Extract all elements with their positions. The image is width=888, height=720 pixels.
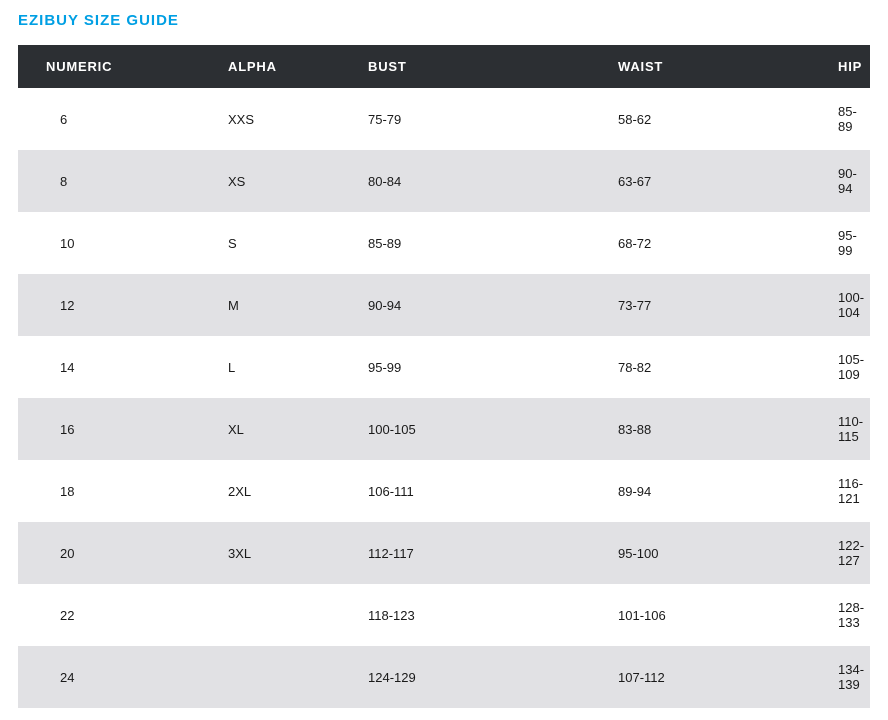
cell-waist: 107-112 bbox=[598, 646, 818, 708]
cell-waist: 101-106 bbox=[598, 584, 818, 646]
cell-hip: 100-104 bbox=[818, 274, 870, 336]
cell-alpha bbox=[208, 584, 348, 646]
cell-waist: 58-62 bbox=[598, 88, 818, 150]
cell-bust: 112-117 bbox=[348, 522, 598, 584]
cell-hip: 90-94 bbox=[818, 150, 870, 212]
cell-waist: 73-77 bbox=[598, 274, 818, 336]
cell-alpha: 3XL bbox=[208, 522, 348, 584]
col-header-bust: BUST bbox=[348, 45, 598, 88]
cell-alpha: S bbox=[208, 212, 348, 274]
cell-alpha: L bbox=[208, 336, 348, 398]
table-row: 6 XXS 75-79 58-62 85-89 bbox=[18, 88, 870, 150]
cell-waist: 68-72 bbox=[598, 212, 818, 274]
cell-bust: 95-99 bbox=[348, 336, 598, 398]
cell-bust: 118-123 bbox=[348, 584, 598, 646]
cell-waist: 63-67 bbox=[598, 150, 818, 212]
col-header-numeric: NUMERIC bbox=[18, 45, 208, 88]
cell-bust: 85-89 bbox=[348, 212, 598, 274]
cell-numeric: 20 bbox=[18, 522, 208, 584]
table-header-row: NUMERIC ALPHA BUST WAIST HIP bbox=[18, 45, 870, 88]
cell-bust: 90-94 bbox=[348, 274, 598, 336]
cell-numeric: 14 bbox=[18, 336, 208, 398]
cell-numeric: 8 bbox=[18, 150, 208, 212]
table-row: 22 118-123 101-106 128-133 bbox=[18, 584, 870, 646]
cell-numeric: 18 bbox=[18, 460, 208, 522]
cell-numeric: 24 bbox=[18, 646, 208, 708]
cell-bust: 124-129 bbox=[348, 646, 598, 708]
cell-alpha: 2XL bbox=[208, 460, 348, 522]
table-row: 20 3XL 112-117 95-100 122-127 bbox=[18, 522, 870, 584]
cell-waist: 83-88 bbox=[598, 398, 818, 460]
cell-alpha: M bbox=[208, 274, 348, 336]
cell-hip: 105-109 bbox=[818, 336, 870, 398]
cell-hip: 122-127 bbox=[818, 522, 870, 584]
cell-bust: 100-105 bbox=[348, 398, 598, 460]
cell-bust: 75-79 bbox=[348, 88, 598, 150]
cell-waist: 78-82 bbox=[598, 336, 818, 398]
cell-waist: 95-100 bbox=[598, 522, 818, 584]
table-row: 10 S 85-89 68-72 95-99 bbox=[18, 212, 870, 274]
cell-hip: 85-89 bbox=[818, 88, 870, 150]
cell-numeric: 12 bbox=[18, 274, 208, 336]
table-row: 18 2XL 106-111 89-94 116-121 bbox=[18, 460, 870, 522]
cell-bust: 106-111 bbox=[348, 460, 598, 522]
cell-hip: 116-121 bbox=[818, 460, 870, 522]
cell-numeric: 16 bbox=[18, 398, 208, 460]
cell-alpha bbox=[208, 646, 348, 708]
table-row: 24 124-129 107-112 134-139 bbox=[18, 646, 870, 708]
cell-hip: 110-115 bbox=[818, 398, 870, 460]
cell-alpha: XS bbox=[208, 150, 348, 212]
col-header-waist: WAIST bbox=[598, 45, 818, 88]
cell-alpha: XXS bbox=[208, 88, 348, 150]
page-title: EZIBUY SIZE GUIDE bbox=[18, 12, 870, 29]
table-row: 14 L 95-99 78-82 105-109 bbox=[18, 336, 870, 398]
size-guide-table: NUMERIC ALPHA BUST WAIST HIP 6 XXS 75-79… bbox=[18, 45, 870, 708]
col-header-hip: HIP bbox=[818, 45, 870, 88]
cell-hip: 95-99 bbox=[818, 212, 870, 274]
col-header-alpha: ALPHA bbox=[208, 45, 348, 88]
table-row: 8 XS 80-84 63-67 90-94 bbox=[18, 150, 870, 212]
cell-hip: 134-139 bbox=[818, 646, 870, 708]
cell-waist: 89-94 bbox=[598, 460, 818, 522]
cell-numeric: 6 bbox=[18, 88, 208, 150]
cell-numeric: 10 bbox=[18, 212, 208, 274]
table-row: 12 M 90-94 73-77 100-104 bbox=[18, 274, 870, 336]
table-row: 16 XL 100-105 83-88 110-115 bbox=[18, 398, 870, 460]
cell-numeric: 22 bbox=[18, 584, 208, 646]
cell-bust: 80-84 bbox=[348, 150, 598, 212]
cell-hip: 128-133 bbox=[818, 584, 870, 646]
cell-alpha: XL bbox=[208, 398, 348, 460]
